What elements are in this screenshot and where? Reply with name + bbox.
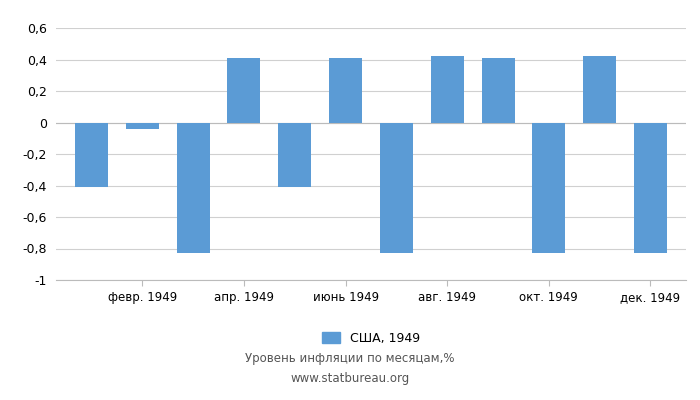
Text: Уровень инфляции по месяцам,%: Уровень инфляции по месяцам,% — [245, 352, 455, 365]
Bar — [126, 122, 159, 129]
Bar — [532, 122, 566, 253]
Bar — [228, 58, 260, 122]
Bar — [380, 122, 413, 253]
Bar — [75, 122, 108, 187]
Text: www.statbureau.org: www.statbureau.org — [290, 372, 410, 385]
Bar — [583, 56, 616, 122]
Bar — [430, 56, 463, 122]
Legend: США, 1949: США, 1949 — [321, 332, 421, 345]
Bar — [329, 58, 362, 122]
Bar — [279, 122, 312, 187]
Bar — [634, 122, 667, 253]
Bar — [176, 122, 210, 253]
Bar — [482, 58, 514, 122]
